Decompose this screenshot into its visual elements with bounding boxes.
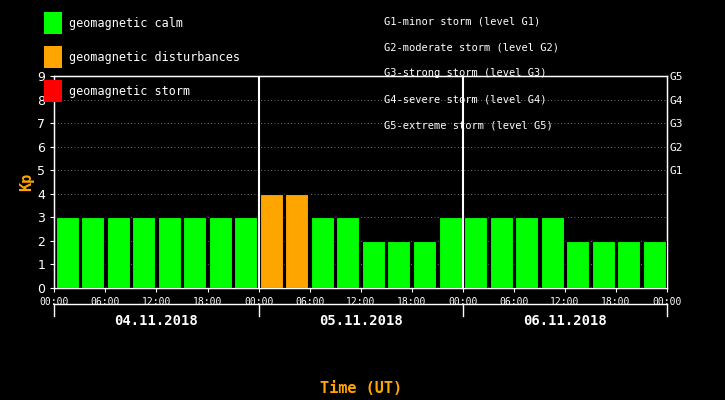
Text: 05.11.2018: 05.11.2018: [319, 314, 402, 328]
Bar: [56, 217, 78, 288]
Text: 04.11.2018: 04.11.2018: [115, 314, 199, 328]
Bar: [183, 217, 206, 288]
Bar: [617, 241, 640, 288]
Bar: [336, 217, 360, 288]
Bar: [158, 217, 181, 288]
Bar: [81, 217, 104, 288]
Text: G2-moderate storm (level G2): G2-moderate storm (level G2): [384, 42, 559, 52]
Text: G5-extreme storm (level G5): G5-extreme storm (level G5): [384, 120, 553, 130]
Bar: [489, 217, 513, 288]
Bar: [464, 217, 487, 288]
Bar: [387, 241, 410, 288]
Text: geomagnetic calm: geomagnetic calm: [69, 16, 183, 30]
Bar: [566, 241, 589, 288]
Text: G1-minor storm (level G1): G1-minor storm (level G1): [384, 16, 541, 26]
Text: 06.11.2018: 06.11.2018: [523, 314, 607, 328]
Bar: [311, 217, 334, 288]
Text: G3-strong storm (level G3): G3-strong storm (level G3): [384, 68, 547, 78]
Text: Time (UT): Time (UT): [320, 381, 402, 396]
Bar: [643, 241, 666, 288]
Bar: [592, 241, 615, 288]
Bar: [234, 217, 257, 288]
Bar: [515, 217, 538, 288]
Bar: [413, 241, 436, 288]
Bar: [107, 217, 130, 288]
Bar: [286, 194, 308, 288]
Y-axis label: Kp: Kp: [20, 173, 35, 191]
Bar: [541, 217, 563, 288]
Bar: [439, 217, 462, 288]
Bar: [260, 194, 283, 288]
Bar: [362, 241, 385, 288]
Text: geomagnetic disturbances: geomagnetic disturbances: [69, 50, 240, 64]
Text: G4-severe storm (level G4): G4-severe storm (level G4): [384, 94, 547, 104]
Bar: [132, 217, 155, 288]
Text: geomagnetic storm: geomagnetic storm: [69, 84, 190, 98]
Bar: [209, 217, 232, 288]
